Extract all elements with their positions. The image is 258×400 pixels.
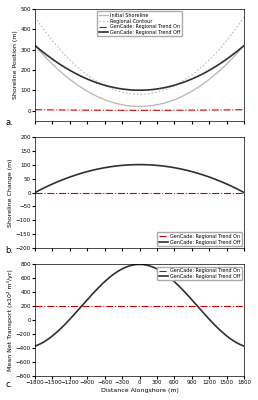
Regional Contour	[243, 15, 246, 20]
GenCade: Regional Trend Off: (610, 88.5): Regional Trend Off: (610, 88.5)	[173, 165, 176, 170]
GenCade: Regional Trend On: (-874, 1.71): Regional Trend On: (-874, 1.71)	[87, 108, 90, 112]
GenCade: Regional Trend On: (-3.01, 1): Regional Trend On: (-3.01, 1)	[138, 108, 141, 113]
GenCade: Regional Trend On: (328, 1.1): Regional Trend On: (328, 1.1)	[157, 108, 160, 113]
GenCade: Regional Trend On: (-874, 0): Regional Trend On: (-874, 0)	[87, 190, 90, 195]
Line: GenCade: Regional Trend Off: GenCade: Regional Trend Off	[35, 46, 244, 90]
GenCade: Regional Trend On: (-1.16e+03, 0): Regional Trend On: (-1.16e+03, 0)	[70, 190, 74, 195]
GenCade: Regional Trend Off: (1.8e+03, -371): Regional Trend Off: (1.8e+03, -371)	[243, 344, 246, 348]
GenCade: Regional Trend Off: (-171, 778): Regional Trend Off: (-171, 778)	[128, 264, 131, 268]
Y-axis label: Mean Net Transport (x10² m³/yr): Mean Net Transport (x10² m³/yr)	[7, 269, 13, 371]
GenCade: Regional Trend Off: (328, 107): Regional Trend Off: (328, 107)	[157, 86, 160, 91]
Initial Shoreline	[128, 104, 131, 108]
GenCade: Regional Trend Off: (1.8e+03, 0): Regional Trend Off: (1.8e+03, 0)	[243, 190, 246, 195]
Initial Shoreline	[138, 104, 141, 109]
Initial Shoreline	[70, 79, 74, 84]
Y-axis label: Shoreline Change (m): Shoreline Change (m)	[8, 158, 13, 227]
GenCade: Regional Trend On: (-874, 200): Regional Trend On: (-874, 200)	[87, 304, 90, 309]
Initial Shoreline	[191, 88, 194, 93]
GenCade: Regional Trend On: (1.8e+03, 200): Regional Trend On: (1.8e+03, 200)	[243, 304, 246, 309]
Line: GenCade: Regional Trend Off: GenCade: Regional Trend Off	[35, 164, 244, 192]
GenCade: Regional Trend Off: (917, 157): Regional Trend Off: (917, 157)	[191, 76, 194, 81]
Regional Contour	[173, 83, 176, 88]
Legend: GenCade: Regional Trend On, GenCade: Regional Trend Off: GenCade: Regional Trend On, GenCade: Reg…	[157, 232, 242, 246]
GenCade: Regional Trend Off: (-1.8e+03, -371): Regional Trend Off: (-1.8e+03, -371)	[34, 344, 37, 348]
GenCade: Regional Trend On: (-1.16e+03, 200): Regional Trend On: (-1.16e+03, 200)	[70, 304, 74, 309]
Line: GenCade: Regional Trend Off: GenCade: Regional Trend Off	[35, 264, 244, 346]
Initial Shoreline	[87, 90, 90, 94]
GenCade: Regional Trend On: (322, 0): Regional Trend On: (322, 0)	[157, 190, 160, 195]
GenCade: Regional Trend Off: (-874, 152): Regional Trend Off: (-874, 152)	[87, 77, 90, 82]
Text: a.: a.	[6, 118, 13, 127]
Line: Regional Contour: Regional Contour	[35, 17, 244, 94]
GenCade: Regional Trend Off: (-171, 102): Regional Trend Off: (-171, 102)	[128, 88, 131, 92]
Initial Shoreline	[34, 43, 37, 48]
Regional Contour	[87, 74, 90, 78]
Legend: Initial Shoreline, Regional Contour, GenCade: Regional Trend On, GenCade: Region: Initial Shoreline, Regional Contour, Gen…	[97, 11, 182, 36]
GenCade: Regional Trend On: (-171, 0): Regional Trend On: (-171, 0)	[128, 190, 131, 195]
GenCade: Regional Trend On: (-1.8e+03, 200): Regional Trend On: (-1.8e+03, 200)	[34, 304, 37, 309]
Regional Contour	[34, 15, 37, 20]
Initial Shoreline	[173, 97, 176, 102]
GenCade: Regional Trend On: (1.8e+03, 0): Regional Trend On: (1.8e+03, 0)	[243, 190, 246, 195]
GenCade: Regional Trend Off: (-1.16e+03, 192): Regional Trend Off: (-1.16e+03, 192)	[70, 69, 74, 74]
GenCade: Regional Trend Off: (917, 74.1): Regional Trend Off: (917, 74.1)	[191, 170, 194, 174]
GenCade: Regional Trend Off: (-874, 318): Regional Trend Off: (-874, 318)	[87, 296, 90, 300]
Text: b.: b.	[6, 246, 14, 255]
GenCade: Regional Trend On: (-171, 200): Regional Trend On: (-171, 200)	[128, 304, 131, 309]
Regional Contour	[157, 89, 160, 94]
Initial Shoreline	[243, 43, 246, 48]
GenCade: Regional Trend Off: (610, 545): Regional Trend Off: (610, 545)	[173, 280, 176, 284]
GenCade: Regional Trend Off: (-1.16e+03, 48.1): Regional Trend Off: (-1.16e+03, 48.1)	[70, 314, 74, 319]
GenCade: Regional Trend On: (-1.8e+03, 0): Regional Trend On: (-1.8e+03, 0)	[34, 190, 37, 195]
Initial Shoreline	[157, 102, 160, 107]
GenCade: Regional Trend On: (911, 0): Regional Trend On: (911, 0)	[191, 190, 194, 195]
Regional Contour	[128, 91, 131, 96]
Regional Contour	[138, 92, 141, 97]
GenCade: Regional Trend On: (917, 1.78): Regional Trend On: (917, 1.78)	[191, 108, 194, 112]
GenCade: Regional Trend On: (-171, 1.03): Regional Trend On: (-171, 1.03)	[128, 108, 131, 113]
Text: c.: c.	[6, 380, 13, 389]
GenCade: Regional Trend Off: (-171, 99.1): Regional Trend Off: (-171, 99.1)	[128, 162, 131, 167]
GenCade: Regional Trend On: (911, 200): Regional Trend On: (911, 200)	[191, 304, 194, 309]
GenCade: Regional Trend On: (610, 1.34): Regional Trend On: (610, 1.34)	[173, 108, 176, 113]
GenCade: Regional Trend Off: (-3.01, 800): Regional Trend Off: (-3.01, 800)	[138, 262, 141, 267]
GenCade: Regional Trend Off: (1.8e+03, 320): Regional Trend Off: (1.8e+03, 320)	[243, 43, 246, 48]
Legend: GenCade: Regional Trend On, GenCade: Regional Trend Off: GenCade: Regional Trend On, GenCade: Reg…	[157, 267, 242, 280]
GenCade: Regional Trend Off: (328, 722): Regional Trend Off: (328, 722)	[157, 267, 160, 272]
Regional Contour	[191, 72, 194, 77]
GenCade: Regional Trend On: (-1.16e+03, 2.25): Regional Trend On: (-1.16e+03, 2.25)	[70, 108, 74, 112]
X-axis label: Distance Alongshore (m): Distance Alongshore (m)	[101, 388, 179, 393]
GenCade: Regional Trend Off: (328, 96.7): Regional Trend Off: (328, 96.7)	[157, 163, 160, 168]
GenCade: Regional Trend On: (604, 0): Regional Trend On: (604, 0)	[173, 190, 176, 195]
GenCade: Regional Trend Off: (-1.16e+03, 58.3): Regional Trend Off: (-1.16e+03, 58.3)	[70, 174, 74, 179]
Y-axis label: Shoreline Position (m): Shoreline Position (m)	[13, 30, 18, 99]
Regional Contour	[70, 60, 74, 64]
GenCade: Regional Trend Off: (-3.01, 100): Regional Trend Off: (-3.01, 100)	[138, 88, 141, 93]
GenCade: Regional Trend Off: (-1.8e+03, 0): Regional Trend Off: (-1.8e+03, 0)	[34, 190, 37, 195]
GenCade: Regional Trend On: (-1.8e+03, 4): Regional Trend On: (-1.8e+03, 4)	[34, 107, 37, 112]
Line: Initial Shoreline: Initial Shoreline	[35, 46, 244, 106]
GenCade: Regional Trend Off: (-1.8e+03, 320): Regional Trend Off: (-1.8e+03, 320)	[34, 43, 37, 48]
GenCade: Regional Trend Off: (-874, 76.4): Regional Trend Off: (-874, 76.4)	[87, 169, 90, 174]
GenCade: Regional Trend On: (1.8e+03, 4): Regional Trend On: (1.8e+03, 4)	[243, 107, 246, 112]
GenCade: Regional Trend Off: (917, 278): Regional Trend Off: (917, 278)	[191, 298, 194, 303]
GenCade: Regional Trend On: (604, 200): Regional Trend On: (604, 200)	[173, 304, 176, 309]
GenCade: Regional Trend On: (322, 200): Regional Trend On: (322, 200)	[157, 304, 160, 309]
GenCade: Regional Trend Off: (-3.01, 100): Regional Trend Off: (-3.01, 100)	[138, 162, 141, 167]
GenCade: Regional Trend Off: (610, 125): Regional Trend Off: (610, 125)	[173, 83, 176, 88]
